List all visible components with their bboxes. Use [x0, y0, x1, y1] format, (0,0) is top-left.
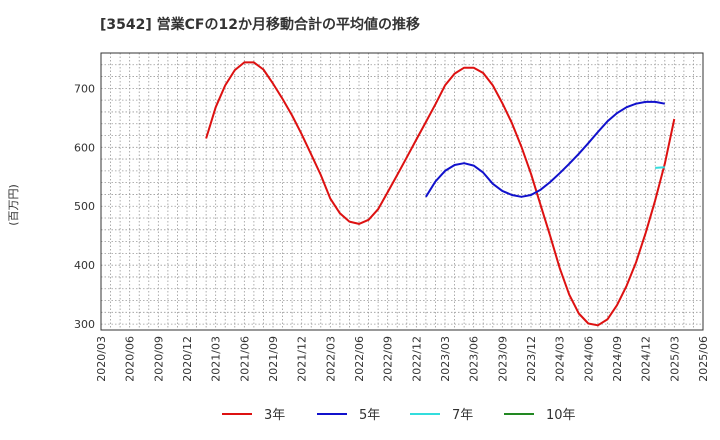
x-axis-ticks: 2020/03 2020/06 2020/09 2020/12 2021/03 2021/…	[95, 336, 710, 382]
x-tick-label: 2024/09	[611, 336, 624, 382]
x-tick-label: 2025/03	[668, 336, 681, 382]
x-tick-label: 2020/12	[181, 336, 194, 382]
legend-label: 7年	[452, 408, 473, 423]
x-tick-label: 2024/03	[554, 336, 567, 382]
x-tick-label: 2024/06	[582, 336, 595, 382]
plot-frame	[100, 52, 704, 331]
legend-item: 10年	[504, 408, 576, 423]
x-tick-label: 2023/03	[439, 336, 452, 382]
x-tick-label: 2022/06	[353, 336, 366, 382]
series-line-3年	[205, 61, 676, 327]
legend-label: 3年	[264, 408, 285, 423]
y-tick-label: 500	[74, 200, 95, 213]
legend-item: 3年	[222, 408, 285, 423]
legend-label: 10年	[546, 408, 576, 423]
legend: 3年 5年 7年 10年	[222, 408, 576, 423]
x-tick-label: 2023/09	[496, 336, 509, 382]
series-line-5年	[425, 100, 665, 198]
legend-item: 7年	[410, 408, 473, 423]
x-tick-label: 2023/12	[525, 336, 538, 382]
x-tick-label: 2023/06	[468, 336, 481, 382]
y-tick-label: 700	[74, 82, 95, 95]
x-tick-label: 2025/06	[697, 336, 710, 382]
grid	[101, 53, 703, 330]
y-axis-ticks: 300 400 500 600 700	[74, 82, 95, 331]
series-line-7年	[655, 166, 665, 169]
x-tick-label: 2021/03	[210, 336, 223, 382]
x-tick-label: 2020/09	[152, 336, 165, 382]
chart-title: [3542] 営業CFの12か月移動合計の平均値の推移	[100, 16, 420, 33]
y-tick-label: 400	[74, 259, 95, 272]
series-lines	[205, 61, 676, 327]
x-tick-label: 2022/09	[382, 336, 395, 382]
legend-item: 5年	[317, 408, 380, 423]
x-tick-label: 2021/12	[296, 336, 309, 382]
x-tick-label: 2022/12	[410, 336, 423, 382]
y-tick-label: 300	[74, 318, 95, 331]
x-tick-label: 2024/12	[640, 336, 653, 382]
x-tick-label: 2021/09	[267, 336, 280, 382]
x-tick-label: 2021/06	[238, 336, 251, 382]
x-tick-label: 2020/03	[95, 336, 108, 382]
y-axis-label: (百万円)	[7, 184, 20, 226]
y-tick-label: 600	[74, 141, 95, 154]
x-tick-label: 2022/03	[324, 336, 337, 382]
legend-label: 5年	[359, 408, 380, 423]
x-tick-label: 2020/06	[124, 336, 137, 382]
